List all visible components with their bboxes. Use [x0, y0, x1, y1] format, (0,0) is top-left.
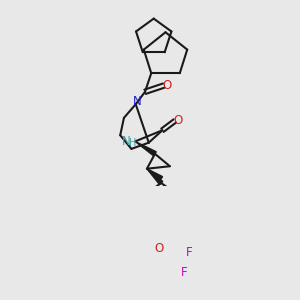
- Text: N: N: [122, 135, 131, 148]
- Polygon shape: [135, 141, 156, 156]
- Polygon shape: [147, 169, 163, 184]
- Text: O: O: [162, 79, 172, 92]
- Polygon shape: [147, 169, 163, 181]
- Text: O: O: [173, 115, 183, 128]
- Text: F: F: [186, 246, 193, 259]
- Text: F: F: [181, 266, 188, 279]
- Text: O: O: [155, 242, 164, 255]
- Text: H: H: [129, 138, 136, 148]
- Text: N: N: [133, 95, 142, 109]
